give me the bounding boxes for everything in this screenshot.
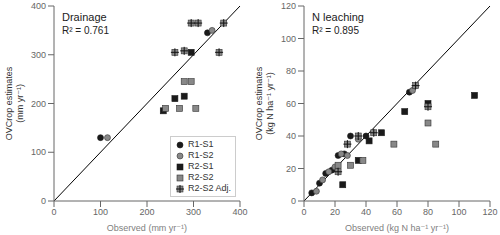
svg-text:300: 300	[31, 50, 46, 60]
svg-text:0: 0	[291, 196, 296, 206]
svg-text:60: 60	[392, 207, 402, 217]
html-text:R2-S2: R2-S2	[188, 172, 214, 182]
html-text:N leaching: N leaching	[312, 11, 364, 23]
svg-text:0: 0	[51, 207, 56, 217]
html-text:R² = 0.761: R² = 0.761	[62, 25, 109, 36]
html-text:R1-S1: R1-S1	[188, 139, 214, 149]
html-text:R2-S1: R2-S1	[188, 161, 214, 171]
html-text:R² = 0.895: R² = 0.895	[312, 25, 359, 36]
svg-text:20: 20	[286, 164, 296, 174]
svg-text:0: 0	[41, 196, 46, 206]
svg-text:40: 40	[361, 207, 371, 217]
svg-text:100: 100	[281, 34, 296, 44]
svg-text:100: 100	[451, 207, 466, 217]
svg-text:400: 400	[232, 207, 247, 217]
svg-text:120: 120	[281, 1, 296, 11]
svg-text:200: 200	[31, 99, 46, 109]
svg-text:0: 0	[301, 207, 306, 217]
svg-text:400: 400	[31, 1, 46, 11]
svg-text:OVCrop estimates(kg N ha⁻¹ yr⁻: OVCrop estimates(kg N ha⁻¹ yr⁻¹)	[254, 66, 275, 140]
svg-text:20: 20	[330, 207, 340, 217]
html-text:R1-S2: R1-S2	[188, 150, 214, 160]
svg-text:100: 100	[31, 147, 46, 157]
svg-text:80: 80	[423, 207, 433, 217]
svg-text:OVCrop estimates(mm yr⁻¹): OVCrop estimates(mm yr⁻¹)	[8, 66, 25, 140]
html-text:Drainage: Drainage	[62, 11, 107, 23]
svg-text:200: 200	[139, 207, 154, 217]
svg-text:40: 40	[286, 131, 296, 141]
svg-text:60: 60	[286, 99, 296, 109]
svg-text:120: 120	[482, 207, 492, 217]
svg-text:100: 100	[93, 207, 108, 217]
html-text:R2-S2 Adj.: R2-S2 Adj.	[188, 183, 231, 193]
svg-text:Observed (mm yr⁻¹): Observed (mm yr⁻¹)	[107, 223, 187, 233]
svg-text:80: 80	[286, 66, 296, 76]
svg-text:Observed (kg N ha⁻¹ yr⁻¹): Observed (kg N ha⁻¹ yr⁻¹)	[345, 223, 449, 233]
svg-text:300: 300	[186, 207, 201, 217]
